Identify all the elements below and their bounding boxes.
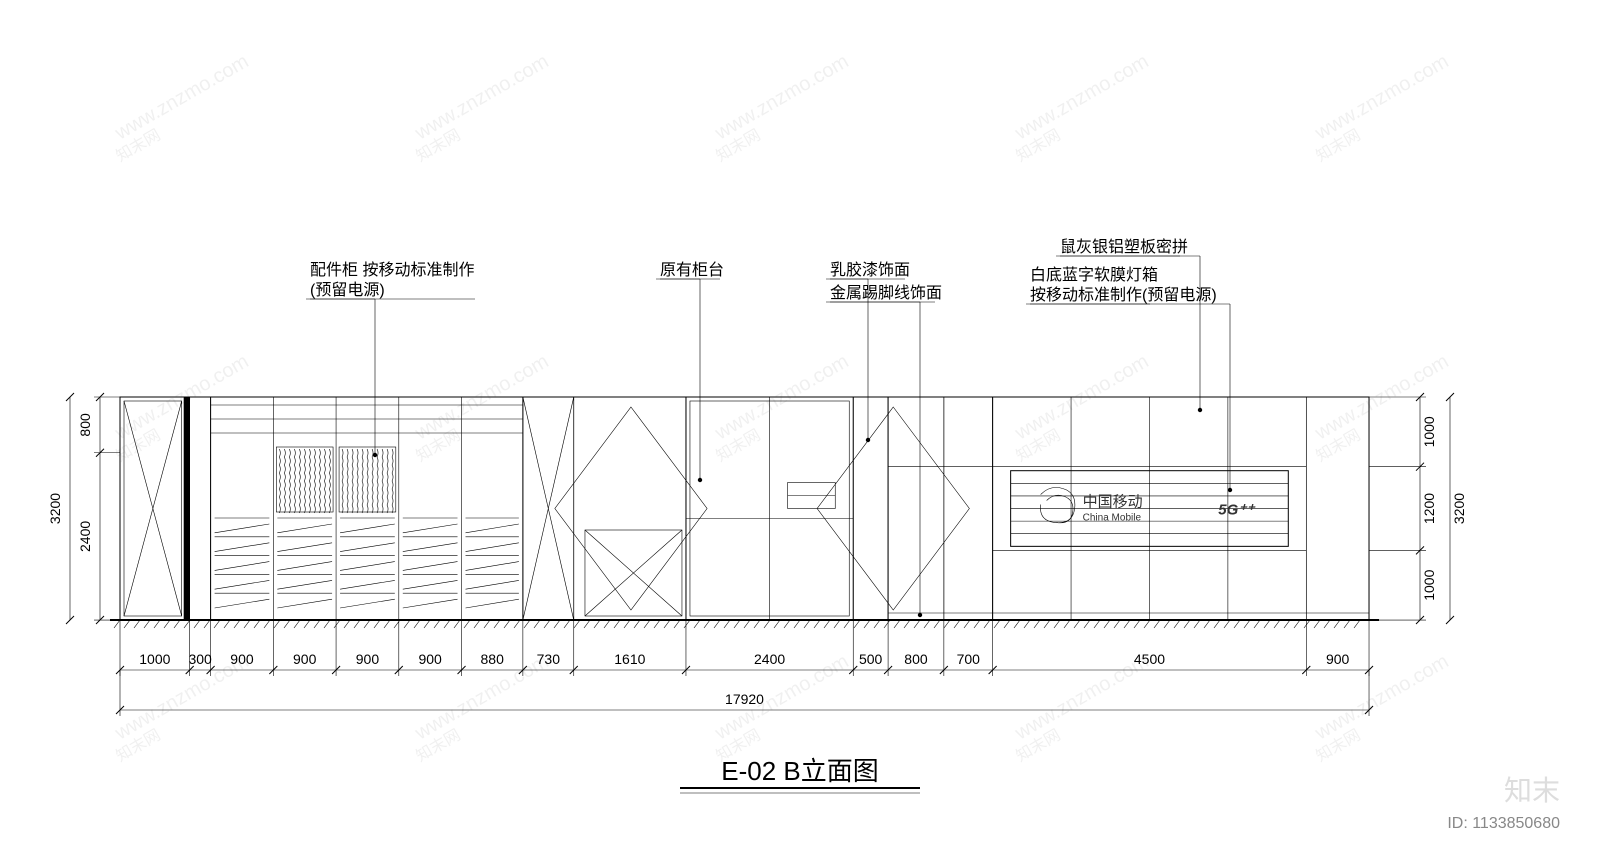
watermark: 知末 xyxy=(1504,775,1560,806)
dim-bottom: 500 xyxy=(859,651,883,667)
bg-watermark: www.znzmo.com知末网www.znzmo.com知末网www.znzm… xyxy=(111,50,1600,765)
ground-line xyxy=(110,620,1379,628)
tile-watermark: www.znzmo.com xyxy=(1011,650,1153,745)
dim-bottom: 900 xyxy=(418,651,442,667)
annotation-text: 乳胶漆饰面 xyxy=(830,261,910,279)
right-dimensions: 1000 1200 1000 3200 xyxy=(1369,393,1467,624)
accessory-cabinets xyxy=(211,397,574,620)
annotation-text: 鼠灰银铝塑板密拼 xyxy=(1060,238,1188,256)
dim-bottom: 900 xyxy=(356,651,380,667)
annotation-text: 按移动标准制作(预留电源) xyxy=(1030,286,1217,304)
dim-bottom: 900 xyxy=(1326,651,1350,667)
tile-watermark: www.znzmo.com xyxy=(1011,50,1153,145)
tile-watermark: www.znzmo.com xyxy=(1011,350,1153,445)
dim-bottom: 800 xyxy=(904,651,928,667)
glass-door xyxy=(555,397,970,620)
annotation-text: (预留电源) xyxy=(310,281,385,299)
image-id: ID: 1133850680 xyxy=(1447,815,1560,832)
dim-left-total: 3200 xyxy=(47,493,63,524)
dim-right-total: 3200 xyxy=(1451,493,1467,524)
transition-panels xyxy=(888,397,993,620)
dim-bottom: 2400 xyxy=(754,651,785,667)
dim-bottom: 880 xyxy=(481,651,505,667)
tile-watermark: www.znzmo.com xyxy=(411,350,553,445)
brand-cn: 中国移动 xyxy=(1083,494,1143,511)
dim-bottom: 300 xyxy=(188,651,212,667)
tile-watermark: www.znzmo.com xyxy=(111,650,253,745)
dim-bottom: 1610 xyxy=(614,651,645,667)
counter-area xyxy=(574,397,686,620)
dim-left: 800 xyxy=(77,413,93,437)
annotation-text: 原有柜台 xyxy=(660,261,724,279)
dim-bottom: 700 xyxy=(957,651,981,667)
dim-right: 1000 xyxy=(1421,569,1437,600)
fiveg-logo: 5G⁺⁺ xyxy=(1218,502,1256,519)
brand-en: China Mobile xyxy=(1083,513,1142,524)
dim-left: 2400 xyxy=(77,521,93,552)
tile-watermark: www.znzmo.com xyxy=(1311,50,1453,145)
tile-watermark: www.znzmo.com xyxy=(111,50,253,145)
dim-right: 1000 xyxy=(1421,416,1437,447)
annotation-text: 配件柜 按移动标准制作 xyxy=(310,261,474,279)
china-mobile-logo-icon xyxy=(1040,487,1074,522)
left-dimensions: 800 2400 3200 xyxy=(47,393,120,624)
annotation-text: 白底蓝字软膜灯箱 xyxy=(1030,266,1158,284)
title-text: E-02 B立面图 xyxy=(721,756,879,786)
tile-watermark: www.znzmo.com xyxy=(411,50,553,145)
dim-right: 1200 xyxy=(1421,493,1437,524)
annotation-text: 金属踢脚线饰面 xyxy=(830,284,942,302)
dim-bottom: 1000 xyxy=(139,651,170,667)
dim-bottom: 900 xyxy=(293,651,317,667)
tile-watermark: www.znzmo.com xyxy=(711,50,853,145)
drawing-title: E-02 B立面图 xyxy=(680,756,920,793)
bottom-dimensions: 1000300900900900900880730161024005008007… xyxy=(116,620,1373,716)
tile-watermark: www.znzmo.com xyxy=(711,350,853,445)
sign-wall: 中国移动 China Mobile 5G⁺⁺ xyxy=(888,397,1369,620)
